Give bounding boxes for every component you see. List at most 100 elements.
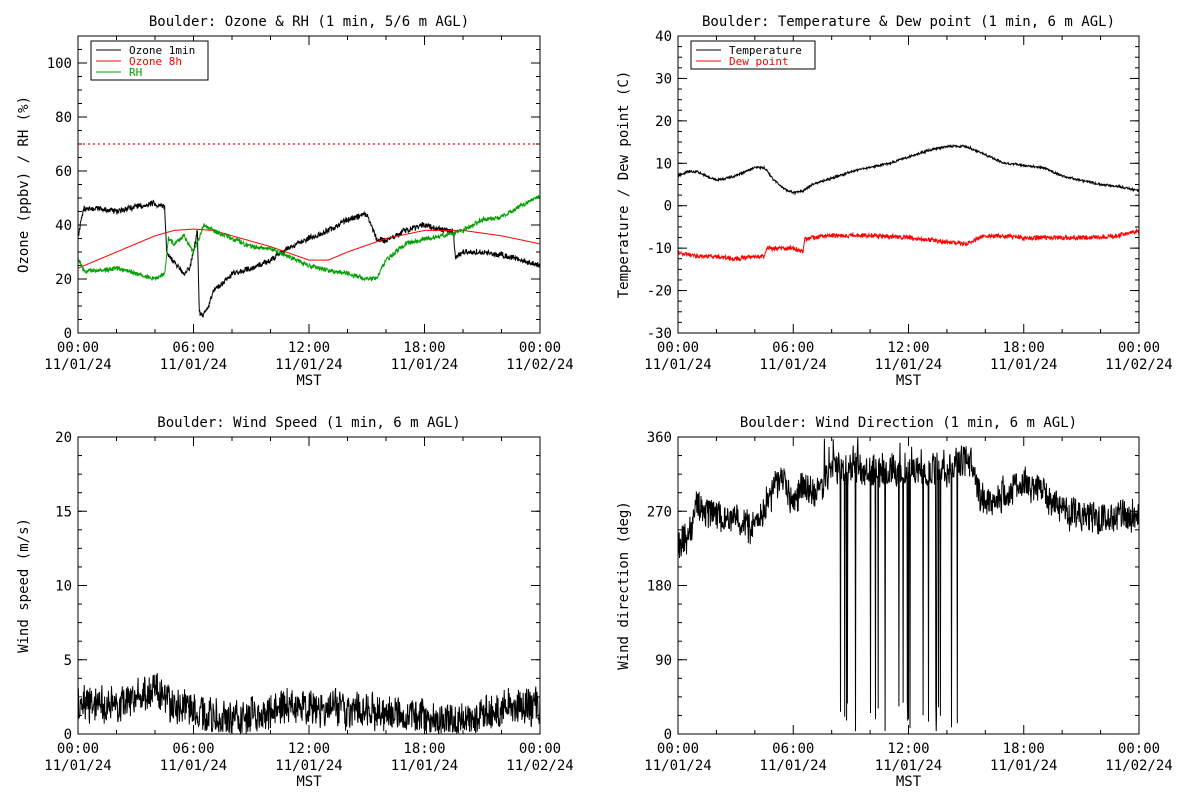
plot-area [78, 672, 540, 734]
y-tick-label: 0 [664, 199, 672, 215]
y-tick-label: 0 [64, 727, 72, 743]
x-tick-date-label: 11/01/24 [760, 758, 827, 774]
legend-label: Ozone 1min [129, 44, 195, 57]
y-tick-label: -10 [647, 241, 672, 257]
x-tick-date-label: 11/02/24 [1105, 357, 1172, 373]
y-tick-label: 0 [664, 727, 672, 743]
series-line-data [678, 437, 1139, 732]
y-axis-label: Ozone (ppbv) / RH (%) [16, 96, 32, 273]
x-tick-time-label: 06:00 [772, 741, 814, 757]
x-tick-date-label: 11/01/24 [644, 758, 711, 774]
x-tick-time-label: 18:00 [403, 741, 445, 757]
x-tick-time-label: 00:00 [519, 340, 561, 356]
x-tick-time-label: 06:00 [172, 340, 214, 356]
x-tick-date-label: 11/01/24 [275, 357, 342, 373]
legend-label: Dew point [729, 55, 789, 68]
x-axis-label: MST [896, 373, 922, 389]
x-tick-time-label: 06:00 [172, 741, 214, 757]
x-tick-time-label: 06:00 [772, 340, 814, 356]
y-tick-label: 180 [647, 579, 672, 595]
x-tick-time-label: 12:00 [288, 741, 330, 757]
x-tick-date-label: 11/02/24 [506, 758, 573, 774]
plot-frame [677, 35, 1140, 334]
x-tick-date-label: 11/01/24 [875, 758, 942, 774]
y-tick-label: 0 [64, 326, 72, 342]
y-tick-label: 20 [55, 430, 72, 446]
x-tick-date-label: 11/01/24 [391, 357, 458, 373]
y-axis-label: Temperature / Dew point (C) [616, 71, 632, 299]
x-tick-time-label: 00:00 [519, 741, 561, 757]
x-axis-label: MST [896, 774, 922, 790]
y-tick-label: 270 [647, 504, 672, 520]
x-tick-date-label: 11/01/24 [44, 357, 111, 373]
x-tick-date-label: 11/01/24 [275, 758, 342, 774]
x-tick-date-label: 11/01/24 [990, 357, 1057, 373]
plot-frame [77, 436, 541, 735]
chart-title: Boulder: Wind Speed (1 min, 6 m AGL) [157, 415, 460, 431]
y-tick-label: 40 [655, 29, 672, 45]
y-tick-label: 90 [655, 653, 672, 669]
x-tick-time-label: 00:00 [657, 741, 699, 757]
x-tick-date-label: 11/01/24 [160, 758, 227, 774]
y-tick-label: -30 [647, 326, 672, 342]
legend-label: Temperature [729, 44, 802, 57]
x-tick-date-label: 11/01/24 [760, 357, 827, 373]
series-line-ozone-8h [78, 228, 540, 269]
chart-panel-3: Boulder: Wind Speed (1 min, 6 m AGL) Wind… [16, 415, 574, 790]
series-line-rh [78, 195, 540, 283]
x-tick-time-label: 00:00 [57, 741, 99, 757]
y-tick-label: 100 [47, 56, 72, 72]
x-tick-time-label: 12:00 [288, 340, 330, 356]
x-tick-date-label: 11/01/24 [875, 357, 942, 373]
x-tick-time-label: 00:00 [1118, 741, 1160, 757]
y-tick-label: 15 [55, 504, 72, 520]
x-axis-label: MST [296, 373, 322, 389]
chart-title: Boulder: Temperature & Dew point (1 min,… [702, 14, 1115, 30]
x-tick-date-label: 11/01/24 [644, 357, 711, 373]
chart-title: Boulder: Wind Direction (1 min, 6 m AGL) [740, 415, 1077, 431]
legend-box [690, 40, 816, 70]
y-tick-label: 360 [647, 430, 672, 446]
x-tick-time-label: 00:00 [1118, 340, 1160, 356]
y-tick-label: 10 [55, 579, 72, 595]
series-line-ozone-1min [78, 199, 540, 319]
y-tick-label: 20 [655, 114, 672, 130]
series-line-dew-point [678, 227, 1139, 262]
chart-panel-4: Boulder: Wind Direction (1 min, 6 m AGL)… [616, 415, 1173, 790]
plot-frame [77, 35, 541, 334]
plot-area [78, 143, 540, 319]
x-tick-date-label: 11/01/24 [990, 758, 1057, 774]
x-tick-date-label: 11/02/24 [1105, 758, 1172, 774]
series-line-temperature [678, 143, 1139, 196]
chart-panel-1: Boulder: Ozone & RH (1 min, 5/6 m AGL) Oz… [16, 14, 574, 389]
legend-label: Ozone 8h [129, 55, 182, 68]
x-tick-date-label: 11/01/24 [391, 758, 458, 774]
y-tick-label: 10 [655, 156, 672, 172]
y-tick-label: 60 [55, 164, 72, 180]
x-tick-time-label: 18:00 [1003, 340, 1045, 356]
x-tick-time-label: 00:00 [657, 340, 699, 356]
x-tick-time-label: 12:00 [887, 741, 929, 757]
x-tick-time-label: 00:00 [57, 340, 99, 356]
y-tick-label: -20 [647, 284, 672, 300]
legend-label: RH [129, 66, 142, 79]
y-axis-label: Wind direction (deg) [616, 501, 632, 670]
y-tick-label: 5 [64, 653, 72, 669]
x-tick-date-label: 11/01/24 [160, 357, 227, 373]
plot-area [678, 437, 1139, 732]
chart-panel-2: Boulder: Temperature & Dew point (1 min,… [616, 14, 1173, 389]
y-axis-label: Wind speed (m/s) [16, 518, 32, 653]
y-tick-label: 30 [655, 71, 672, 87]
y-tick-label: 80 [55, 110, 72, 126]
y-tick-label: 40 [55, 218, 72, 234]
x-tick-date-label: 11/01/24 [44, 758, 111, 774]
x-tick-date-label: 11/02/24 [506, 357, 573, 373]
plot-frame [677, 436, 1140, 735]
chart-title: Boulder: Ozone & RH (1 min, 5/6 m AGL) [149, 14, 469, 30]
series-line-data [78, 672, 540, 734]
x-axis-label: MST [296, 774, 322, 790]
x-tick-time-label: 18:00 [1003, 741, 1045, 757]
